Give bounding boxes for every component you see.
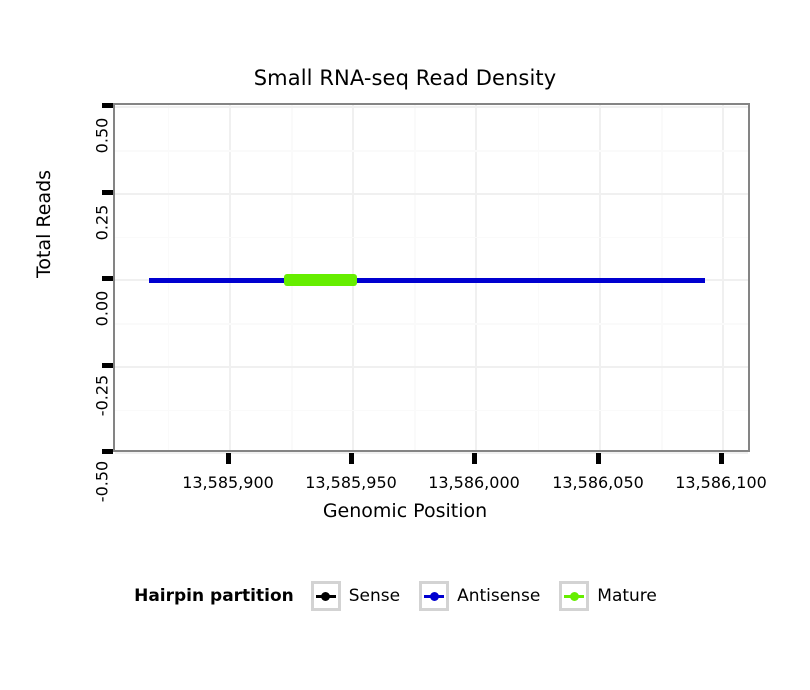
x-axis-tick-label: 13,585,950 [305, 473, 397, 492]
legend-key-dot [569, 591, 579, 601]
legend-entry-sense[interactable]: Sense [310, 581, 412, 611]
legend-title: Hairpin partition [134, 586, 294, 606]
y-axis-tick [102, 190, 113, 195]
y-axis-tick-label: 0.25 [92, 204, 112, 241]
series-line-antisense [148, 277, 706, 283]
gridline-horizontal [115, 452, 748, 454]
gridline-horizontal [115, 366, 748, 368]
legend-key-swatch-sense [310, 581, 341, 611]
legend-entry-label: Antisense [457, 586, 541, 606]
legend-key-dot [321, 591, 331, 601]
y-axis-tick [102, 363, 113, 368]
legend-entries: Sense Antisense Mature [310, 581, 676, 611]
plot-panel [113, 103, 750, 454]
gridline-horizontal-minor [115, 409, 748, 411]
legend-entry-label: Mature [597, 586, 657, 606]
legend-key-swatch-antisense [419, 581, 450, 611]
x-axis-tick-label: 13,585,900 [182, 473, 274, 492]
legend: Hairpin partition Sense Antisense Mature [0, 581, 810, 611]
legend-entry-antisense[interactable]: Antisense [419, 581, 552, 611]
gridline-horizontal-minor [115, 236, 748, 238]
x-axis-title: Genomic Position [322, 500, 488, 522]
y-axis-title: Total Reads [33, 169, 55, 278]
x-axis-tick [226, 453, 231, 464]
gridline-horizontal-minor [115, 323, 748, 325]
series-line-mature [284, 273, 357, 286]
y-axis-tick [102, 449, 113, 454]
y-axis-tick-label: -0.25 [92, 374, 112, 417]
y-axis-tick [102, 276, 113, 281]
x-axis-tick [719, 453, 724, 464]
y-axis-tick-label: 0.50 [92, 117, 112, 154]
x-axis-tick-label: 13,586,000 [428, 473, 520, 492]
legend-entry-label: Sense [348, 586, 401, 606]
legend-entry-mature[interactable]: Mature [559, 581, 669, 611]
y-axis-tick [102, 103, 113, 108]
x-axis-tick-label: 13,586,050 [552, 473, 644, 492]
x-axis-tick [596, 453, 601, 464]
legend-key-dot [429, 591, 439, 601]
x-axis-tick [349, 453, 354, 464]
x-axis-tick [472, 453, 477, 464]
legend-key-swatch-mature [559, 581, 590, 611]
gridline-horizontal [115, 193, 748, 195]
x-axis-tick-label: 13,586,100 [675, 473, 767, 492]
y-axis-tick-label: 0.00 [92, 290, 112, 327]
gridline-horizontal-minor [115, 150, 748, 152]
chart-title: Small RNA-seq Read Density [253, 66, 557, 90]
gridline-vertical [722, 105, 724, 450]
gridline-horizontal-minor [115, 410, 748, 412]
gridline-horizontal [115, 106, 748, 108]
gridline-horizontal-minor [115, 237, 748, 239]
